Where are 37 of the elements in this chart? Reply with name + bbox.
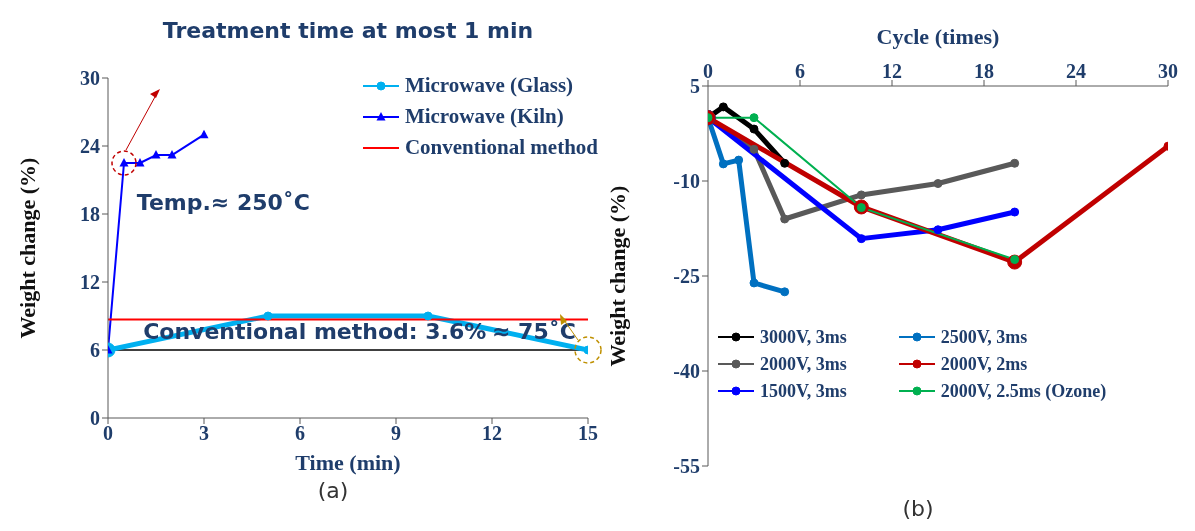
x-tick-label: 12 [482,422,502,445]
x-tick-label: 3 [199,422,209,445]
y-tick-label: -40 [673,360,700,383]
legend-label: 2500V, 3ms [940,326,1028,348]
annotation: Temp.≈ 250˚C [136,189,310,215]
text: (b) [901,496,935,521]
y-axis-title: Weight change (%) [605,185,631,367]
y-tick-label: -25 [673,265,700,288]
x-tick-label: 30 [1158,60,1178,82]
x-tick-label: 15 [578,422,598,445]
x-axis-title: Time (min) [294,450,402,476]
y-tick-label: 0 [90,407,100,430]
legend-label: 3000V, 3ms [760,326,847,348]
y-tick-label: 6 [90,339,100,362]
x-tick-label: 9 [391,422,401,445]
y-axis-title: Weight change (%) [15,157,41,339]
y-tick-label: 12 [80,271,100,294]
legend-label: 1500V, 3ms [760,380,847,402]
y-tick-label: 18 [80,203,100,226]
chart-title: Treatment time at most 1 min [161,18,535,43]
y-tick-label: 24 [80,135,100,158]
legend-label: Microwave (Kiln) [404,104,564,129]
legend-label: Microwave (Glass) [404,73,574,98]
x-tick-label: 6 [795,60,805,82]
y-tick-label: -10 [673,170,700,193]
x-tick-label: 12 [882,60,902,82]
y-tick-label: -55 [673,455,700,478]
x-tick-label: 24 [1066,60,1086,82]
text: (a) [316,478,350,503]
legend-label: Conventional method [404,135,598,160]
legend-label: 2000V, 2.5ms (Ozone) [940,380,1107,402]
x-axis-title: Cycle (times) [875,24,1001,50]
x-tick-label: 18 [974,60,994,82]
y-tick-label: 5 [690,75,700,98]
legend-label: 2000V, 2ms [940,353,1028,375]
x-tick-label: 6 [295,422,305,445]
legend-label: 2000V, 3ms [760,353,847,375]
